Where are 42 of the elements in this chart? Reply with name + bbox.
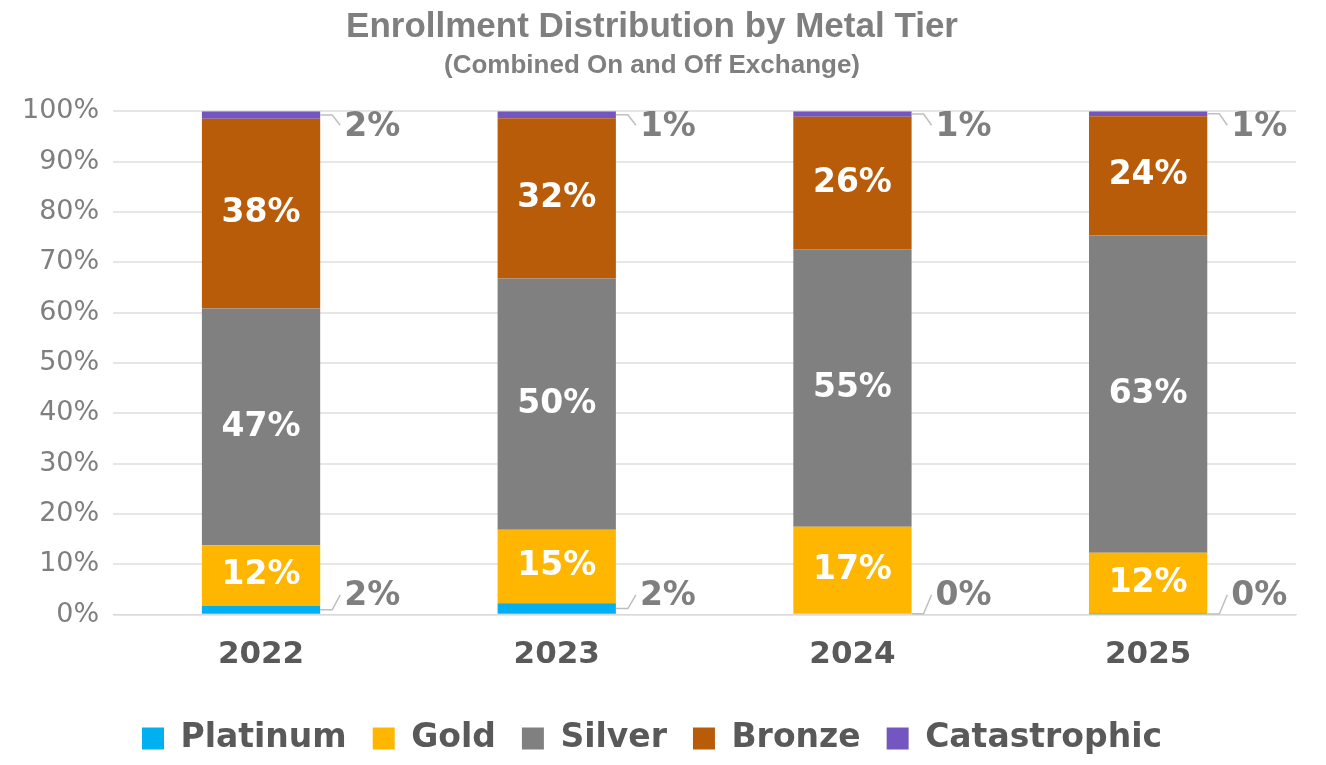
chart-subtitle: (Combined On and Off Exchange) (443, 48, 861, 79)
y-tick-label: 90% (39, 143, 100, 175)
y-tick-label: 80% (39, 193, 100, 225)
data-label: 47% (221, 404, 301, 444)
y-tick-label: 40% (39, 395, 100, 427)
legend-label: Platinum (180, 716, 347, 756)
y-tick-label: 30% (39, 445, 100, 477)
data-label: 26% (812, 160, 892, 200)
x-tick-label: 2023 (513, 634, 600, 671)
data-label: 55% (812, 365, 892, 405)
legend-label: Gold (411, 716, 496, 756)
data-label: 12% (1108, 561, 1188, 601)
y-tick-label: 50% (39, 345, 100, 377)
data-label: 17% (812, 547, 892, 587)
data-label: 2% (639, 574, 696, 614)
x-tick-label: 2025 (1105, 634, 1192, 671)
legend-label: Catastrophic (925, 716, 1163, 756)
data-label: 2% (344, 104, 401, 144)
data-label: 0% (1231, 574, 1288, 614)
data-label: 50% (517, 381, 597, 421)
y-tick-label: 70% (39, 244, 100, 276)
data-label: 32% (517, 175, 597, 215)
y-tick-label: 0% (56, 596, 100, 628)
legend-label: Silver (560, 716, 668, 756)
data-label: 0% (935, 574, 992, 614)
y-tick-label: 20% (39, 496, 100, 528)
data-label: 12% (221, 553, 301, 593)
data-label: 1% (1231, 104, 1288, 144)
x-tick-label: 2022 (217, 634, 305, 671)
x-tick-label: 2024 (809, 634, 896, 671)
y-tick-label: 100% (21, 93, 100, 125)
chart-title: Enrollment Distribution by Metal Tier (346, 4, 959, 44)
data-label: 38% (221, 191, 301, 231)
data-label: 24% (1108, 153, 1188, 193)
y-tick-label: 10% (39, 546, 100, 578)
data-label: 63% (1108, 371, 1188, 411)
legend-label: Bronze (731, 716, 861, 756)
data-label: 1% (935, 104, 992, 144)
y-tick-label: 60% (39, 294, 100, 326)
data-label: 2% (344, 574, 401, 614)
data-label: 15% (517, 544, 597, 584)
data-label: 1% (639, 104, 696, 144)
